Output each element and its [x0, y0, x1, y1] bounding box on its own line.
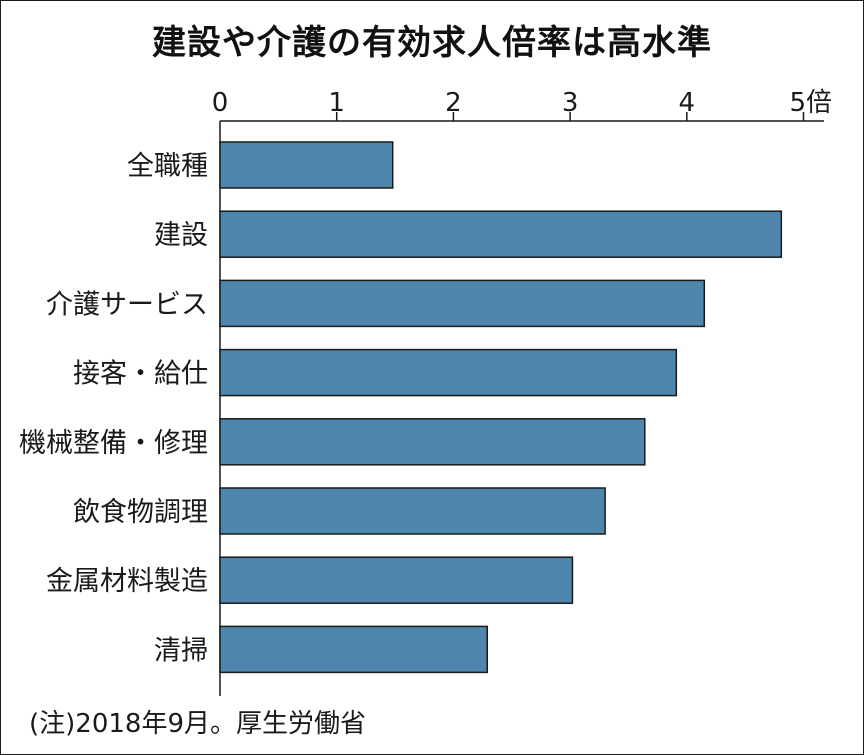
source-note: (注)2018年9月。厚生労働省	[29, 709, 366, 739]
bar	[219, 210, 783, 258]
x-axis-ticks: 0 1 2 3 4 5倍	[212, 88, 832, 121]
bars	[219, 141, 783, 674]
category-label: 全職種	[127, 151, 208, 182]
bar	[219, 625, 488, 674]
bar	[219, 487, 606, 535]
x-tick-label: 0	[212, 88, 229, 118]
x-tick-label: 1	[328, 88, 345, 118]
category-label: 介護サービス	[46, 289, 208, 320]
category-label: 接客・給仕	[73, 359, 208, 390]
category-label: 飲食物調理	[73, 497, 208, 528]
bar	[219, 279, 706, 328]
x-tick-label: 3	[562, 88, 579, 118]
category-label: 建設	[154, 220, 208, 251]
bar	[219, 556, 574, 604]
x-tick-label: 4	[679, 88, 696, 118]
category-label: 機械整備・修理	[19, 428, 208, 459]
category-label: 金属材料製造	[46, 566, 208, 597]
chart-title: 建設や介護の有効求人倍率は高水準	[152, 23, 712, 63]
x-tick-label: 2	[445, 88, 462, 118]
x-tick-label: 5倍	[790, 88, 833, 118]
bar	[219, 348, 678, 397]
category-label: 清掃	[154, 635, 208, 666]
bar	[219, 418, 646, 466]
bar	[219, 141, 394, 189]
